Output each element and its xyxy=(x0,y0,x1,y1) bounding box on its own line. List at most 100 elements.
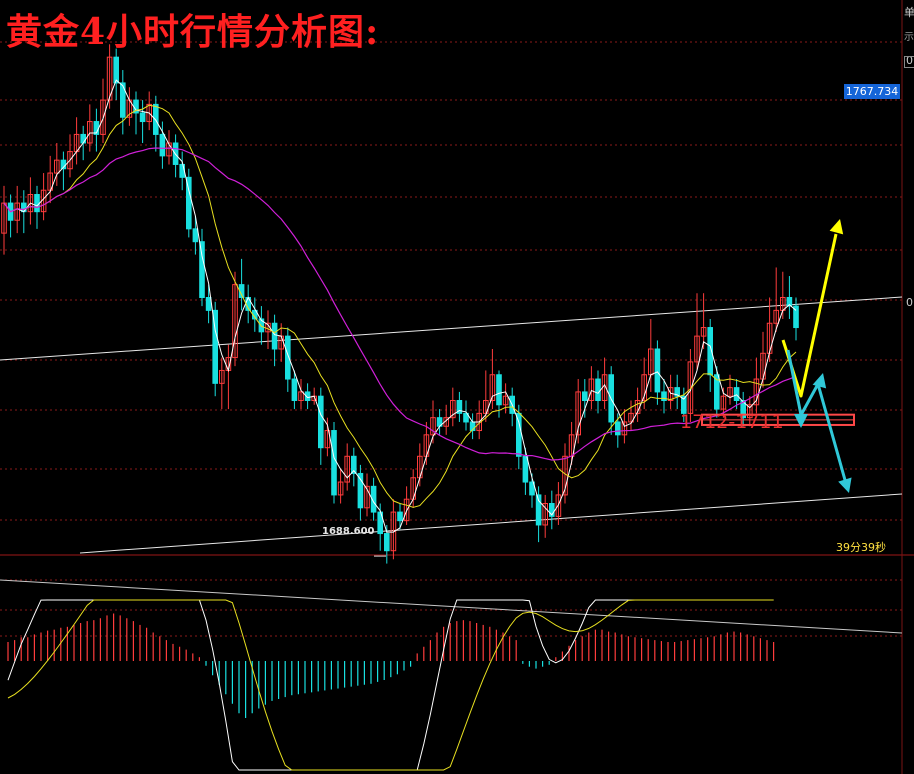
support-zone-marker xyxy=(374,413,855,557)
macd-dea-line xyxy=(7,599,774,771)
candle-body xyxy=(219,369,225,384)
candle-body xyxy=(106,56,113,101)
candle-body xyxy=(205,297,212,311)
candle-body xyxy=(720,395,727,410)
candle-body xyxy=(661,391,667,401)
candle-body xyxy=(113,56,120,84)
support-zone-label: 1712-1711 xyxy=(680,411,784,433)
candle-body xyxy=(291,378,298,401)
candle-body xyxy=(1,202,7,234)
candle-body xyxy=(674,387,681,397)
candle-body xyxy=(628,412,634,423)
macd-panel xyxy=(7,599,775,771)
up-arrow-head-small xyxy=(812,373,827,389)
candle-body xyxy=(575,391,582,436)
candle-body xyxy=(535,494,542,526)
candle-body xyxy=(192,228,199,243)
candle-body xyxy=(595,378,601,401)
candle-body xyxy=(456,400,463,414)
candle-body xyxy=(615,421,621,436)
candle-body xyxy=(489,374,496,401)
candle-body xyxy=(786,297,793,307)
candle-body xyxy=(67,151,73,170)
trend-lines xyxy=(0,296,903,634)
candle-body xyxy=(582,391,588,401)
candle-body xyxy=(621,421,628,436)
candle-body xyxy=(542,503,549,526)
candle-body xyxy=(331,430,337,496)
lower-trend-line xyxy=(79,493,903,554)
candle-body xyxy=(397,511,403,522)
moving-average-lines xyxy=(3,79,797,533)
candle-body xyxy=(159,133,166,157)
ma-slow-line xyxy=(3,147,797,461)
candle-body xyxy=(654,348,661,393)
candle-body xyxy=(258,318,265,333)
macd-trend-line xyxy=(0,579,903,634)
candle-body xyxy=(54,159,60,174)
candle-body xyxy=(166,142,172,157)
candle-body xyxy=(463,412,469,423)
candle-body xyxy=(199,241,205,298)
page-title: 黄金4小时行情分析图: xyxy=(6,11,380,53)
candle-body xyxy=(555,494,562,517)
candle-body xyxy=(747,404,753,419)
candle-body xyxy=(14,202,20,221)
candle-body xyxy=(344,455,350,483)
candle-body xyxy=(232,284,238,359)
candle-body xyxy=(324,430,331,449)
candle-body xyxy=(529,481,535,496)
candle-body xyxy=(793,305,799,329)
candle-body xyxy=(450,400,456,419)
candle-body xyxy=(516,412,522,457)
price-grid xyxy=(0,41,902,637)
toolbar-edge-text[interactable]: 单 xyxy=(904,6,914,19)
current-price-tag: 1767.734 xyxy=(844,84,900,99)
down-forecast-arrow xyxy=(786,349,847,481)
candle-body xyxy=(285,335,291,380)
candle-body xyxy=(34,194,40,213)
forecast-arrows xyxy=(781,219,852,493)
candle-countdown: 39分39秒 xyxy=(836,541,886,554)
candle-body xyxy=(80,133,87,144)
candle-body xyxy=(390,511,397,552)
candle-body xyxy=(496,374,502,406)
candle-body xyxy=(87,121,93,144)
candle-body xyxy=(47,172,54,191)
candle-body xyxy=(694,335,700,363)
candle-body xyxy=(384,533,390,552)
candle-body xyxy=(502,395,509,406)
toolbar-edge-subtext: 示 xyxy=(904,32,914,43)
candle-body xyxy=(714,374,720,410)
candle-body xyxy=(27,194,34,213)
right-axis-label-top: 0 xyxy=(906,54,913,67)
candle-body xyxy=(740,400,747,419)
candle-body xyxy=(139,112,146,123)
candle-body xyxy=(588,378,595,401)
candle-body xyxy=(186,176,192,230)
candle-body xyxy=(357,472,364,509)
macd-dif-line xyxy=(7,599,774,771)
candle-body xyxy=(100,99,106,135)
candle-body xyxy=(687,361,694,414)
upper-trend-line xyxy=(0,296,903,361)
candle-body xyxy=(120,82,126,118)
low-price-label: 1688.600 xyxy=(322,526,375,537)
candle-body xyxy=(549,503,555,517)
candle-body xyxy=(430,417,436,436)
candle-body xyxy=(351,455,357,474)
down-arrow-head xyxy=(838,477,852,493)
candle-body xyxy=(337,481,344,496)
candle-body xyxy=(727,387,733,397)
candle-body xyxy=(403,498,410,522)
candle-body xyxy=(733,387,740,401)
candle-body xyxy=(364,485,370,509)
ma-fast-line xyxy=(3,79,797,533)
candle-body xyxy=(681,395,687,414)
candle-body xyxy=(298,391,304,401)
window-control-icon[interactable] xyxy=(904,56,914,68)
up-arrow-head xyxy=(829,219,844,235)
candle-body xyxy=(522,455,529,483)
